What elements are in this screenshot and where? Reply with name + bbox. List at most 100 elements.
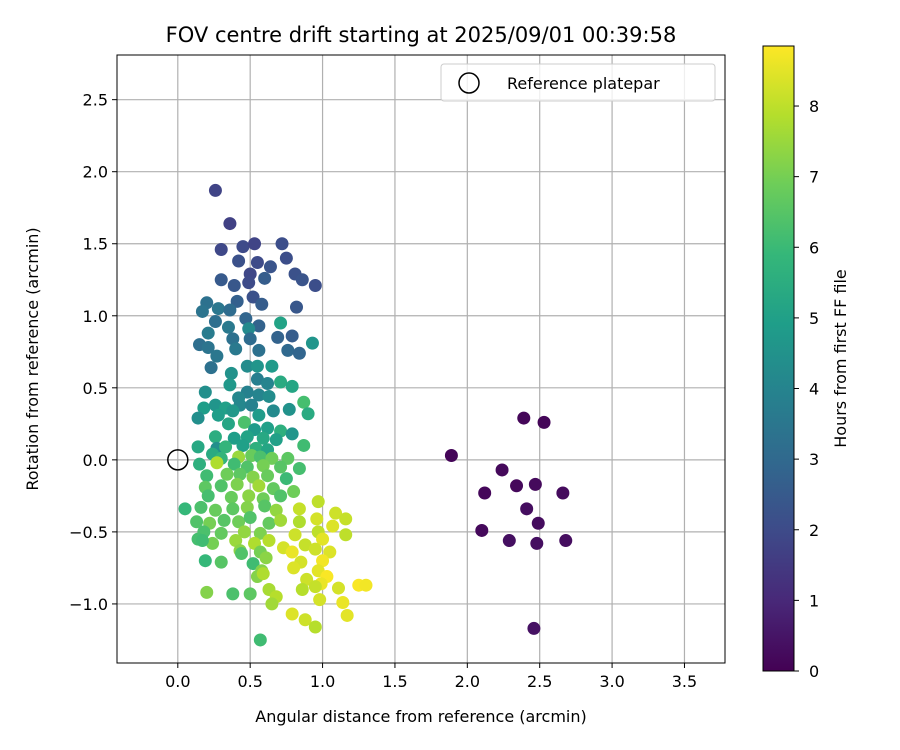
y-tick-label: 1.5	[83, 235, 108, 254]
scatter-point	[226, 332, 240, 346]
scatter-point	[195, 304, 209, 318]
scatter-point	[217, 513, 231, 527]
y-axis-ticks: −1.0 −0.5 0.0 0.5 1.0 1.5 2.0 2.5	[69, 91, 117, 614]
scatter-point	[243, 510, 257, 524]
scatter-point	[224, 366, 238, 380]
scatter-point	[298, 538, 312, 552]
scatter-point	[226, 404, 240, 418]
colorbar-ticks: 0 1 2 3 4 5 6 7 8	[794, 97, 819, 681]
scatter-point	[208, 183, 222, 197]
scatter-point	[281, 343, 295, 357]
scatter-point	[195, 534, 209, 548]
scatter-point	[285, 545, 299, 559]
scatter-point	[252, 319, 266, 333]
scatter-point	[230, 477, 244, 491]
grid	[117, 55, 725, 663]
scatter-point	[316, 554, 330, 568]
scatter-point	[242, 489, 256, 503]
scatter-point	[206, 536, 220, 550]
scatter-point	[221, 320, 235, 334]
scatter-point	[285, 379, 299, 393]
legend: Reference platepar	[440, 63, 716, 102]
scatter-point	[326, 519, 340, 533]
scatter-point	[310, 512, 324, 526]
x-tick-label: 2.0	[455, 672, 480, 691]
scatter-point	[240, 500, 254, 514]
scatter-point	[250, 255, 264, 269]
scatter-point	[269, 433, 283, 447]
scatter-point	[208, 315, 222, 329]
colorbar-tick-label: 1	[809, 591, 819, 610]
scatter-point	[308, 620, 322, 634]
scatter-point	[259, 551, 273, 565]
scatter-point	[287, 485, 301, 499]
scatter-point	[242, 276, 256, 290]
scatter-point	[253, 526, 267, 540]
scatter-point	[253, 633, 267, 647]
scatter-point	[313, 593, 327, 607]
scatter-point	[211, 408, 225, 422]
scatter-point	[300, 572, 314, 586]
scatter-point	[255, 297, 269, 311]
scatter-point	[298, 613, 312, 627]
colorbar-tick-label: 2	[809, 521, 819, 540]
scatter-point	[444, 449, 458, 463]
scatter-point	[274, 489, 288, 503]
scatter-point	[258, 271, 272, 285]
scatter-point	[359, 578, 373, 592]
scatter-point	[279, 472, 293, 486]
scatter-point	[275, 237, 289, 251]
scatter-point	[233, 467, 247, 481]
scatter-point	[214, 479, 228, 493]
colorbar-gradient	[762, 45, 795, 672]
x-tick-label: 3.0	[599, 672, 624, 691]
scatter-point	[239, 312, 253, 326]
scatter-point	[559, 534, 573, 548]
legend-entry-reference-platepar: Reference platepar	[507, 74, 660, 93]
scatter-point	[256, 459, 270, 473]
scatter-point	[236, 438, 250, 452]
scatter-point	[331, 581, 345, 595]
scatter-point	[274, 316, 288, 330]
x-tick-label: 1.5	[382, 672, 407, 691]
scatter-point	[261, 421, 275, 435]
scatter-point	[510, 479, 524, 493]
scatter-point	[266, 404, 280, 418]
scatter-point	[214, 526, 228, 540]
y-axis-label: Rotation from reference (arcmin)	[23, 227, 42, 490]
colorbar-tick-label: 6	[809, 238, 819, 257]
scatter-point	[339, 512, 353, 526]
scatter-point	[478, 486, 492, 500]
scatter-point	[194, 500, 208, 514]
scatter-point	[292, 461, 306, 475]
scatter-point	[243, 587, 257, 601]
colorbar-tick-label: 5	[809, 309, 819, 328]
scatter-point	[323, 545, 337, 559]
scatter-point	[250, 359, 264, 373]
reference-marker-layer	[167, 449, 189, 471]
scatter-point	[193, 457, 207, 471]
scatter-point	[256, 567, 270, 581]
scatter-point	[226, 502, 240, 516]
scatter-point	[201, 340, 215, 354]
scatter-point	[250, 372, 264, 386]
scatter-point	[246, 557, 260, 571]
scatter-point	[214, 243, 228, 257]
y-tick-label: 2.5	[83, 91, 108, 110]
scatter-point	[252, 343, 266, 357]
scatter-point	[208, 398, 222, 412]
colorbar-tick-label: 0	[809, 662, 819, 681]
scatter-point	[261, 376, 275, 390]
scatter-point	[256, 431, 270, 445]
scatter-point	[292, 515, 306, 529]
scatter-point	[262, 534, 276, 548]
scatter-point	[237, 525, 251, 539]
legend-reference-marker	[458, 72, 480, 94]
scatter-point	[221, 417, 235, 431]
scatter-point	[288, 528, 302, 542]
scatter-point	[190, 515, 204, 529]
plot-frame	[116, 54, 726, 664]
scatter-point	[311, 495, 325, 509]
scatter-point	[230, 294, 244, 308]
